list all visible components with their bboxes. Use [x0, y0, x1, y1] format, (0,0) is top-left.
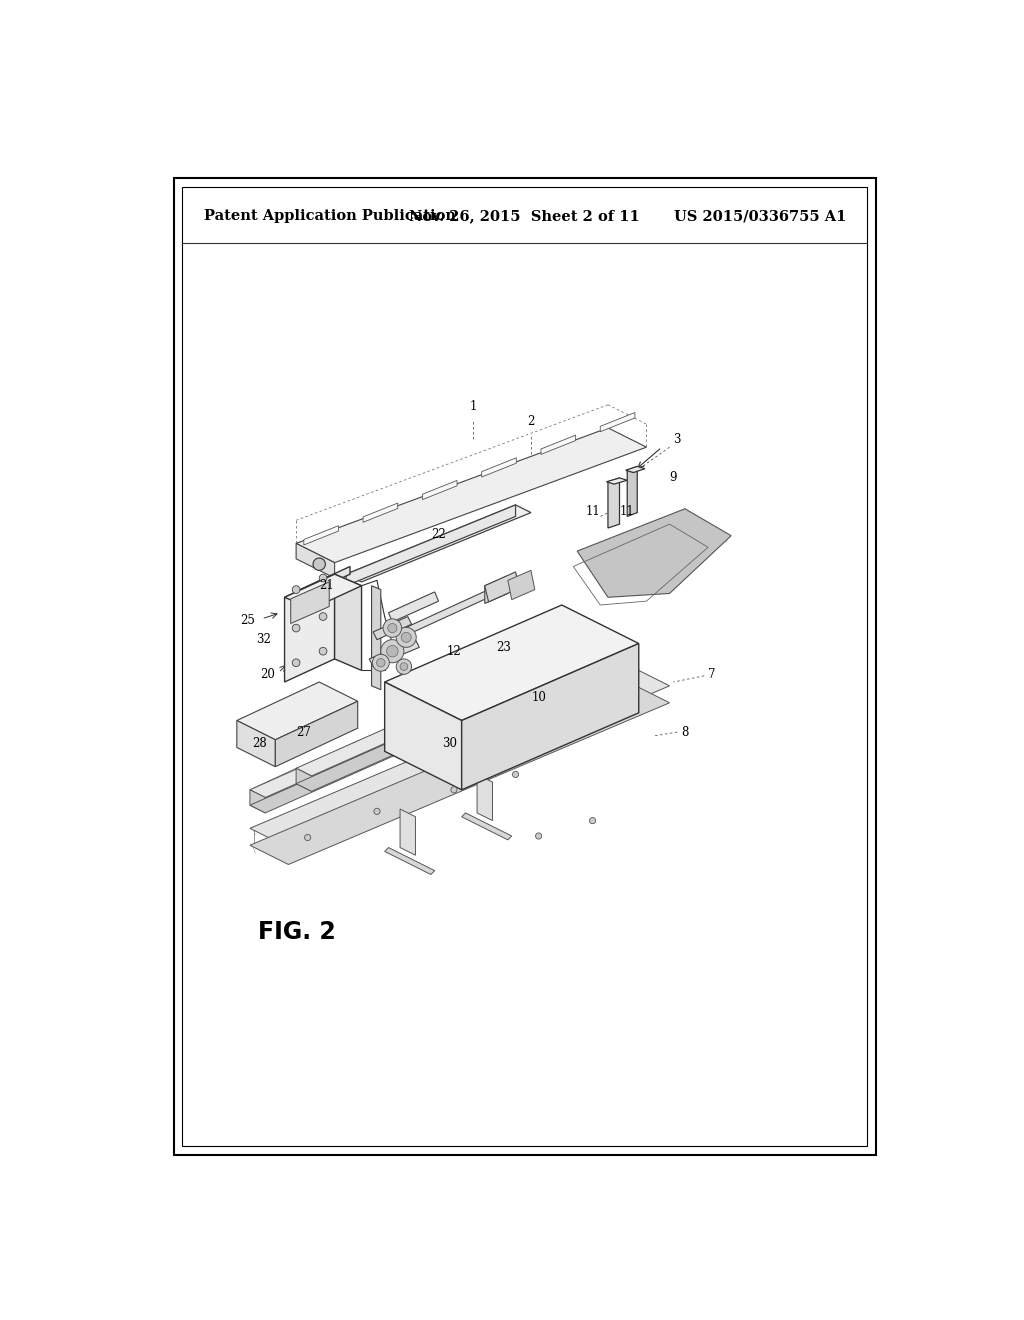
Circle shape: [381, 640, 403, 663]
Polygon shape: [608, 478, 620, 528]
Text: 8: 8: [681, 726, 689, 739]
Polygon shape: [285, 574, 361, 609]
Text: 30: 30: [442, 737, 458, 750]
Circle shape: [292, 659, 300, 667]
Circle shape: [512, 771, 518, 777]
Circle shape: [292, 586, 300, 594]
Circle shape: [388, 623, 397, 632]
Text: 21: 21: [319, 579, 334, 593]
Polygon shape: [541, 436, 575, 454]
Polygon shape: [370, 640, 419, 667]
Text: 3: 3: [674, 433, 681, 446]
Polygon shape: [250, 789, 265, 813]
Circle shape: [313, 558, 326, 570]
Polygon shape: [481, 458, 516, 477]
Polygon shape: [606, 478, 628, 484]
Polygon shape: [462, 813, 512, 840]
Polygon shape: [462, 644, 639, 789]
Polygon shape: [346, 506, 515, 586]
Polygon shape: [422, 480, 457, 500]
Polygon shape: [373, 616, 412, 640]
Polygon shape: [484, 576, 508, 603]
Polygon shape: [600, 412, 635, 432]
Text: FIG. 2: FIG. 2: [258, 920, 336, 944]
Text: 2: 2: [527, 414, 535, 428]
Circle shape: [374, 808, 380, 814]
Text: 27: 27: [296, 726, 311, 739]
Polygon shape: [346, 506, 531, 582]
Circle shape: [396, 627, 416, 647]
Polygon shape: [296, 630, 624, 776]
Circle shape: [451, 787, 457, 793]
Circle shape: [319, 647, 327, 655]
Circle shape: [319, 574, 327, 582]
Text: 22: 22: [431, 528, 445, 541]
Polygon shape: [372, 586, 381, 689]
Polygon shape: [396, 590, 493, 638]
Circle shape: [319, 612, 327, 620]
Polygon shape: [250, 667, 670, 847]
Polygon shape: [275, 701, 357, 767]
Circle shape: [383, 619, 401, 638]
Circle shape: [373, 655, 389, 671]
Polygon shape: [484, 572, 519, 602]
Text: 9: 9: [670, 471, 677, 484]
Polygon shape: [250, 667, 578, 813]
Text: 12: 12: [446, 644, 462, 657]
Circle shape: [377, 659, 385, 667]
Polygon shape: [335, 574, 361, 671]
Polygon shape: [296, 544, 335, 578]
Polygon shape: [296, 768, 311, 792]
Text: 32: 32: [256, 634, 271, 647]
Polygon shape: [296, 645, 624, 792]
Polygon shape: [385, 682, 462, 789]
Text: 11: 11: [585, 504, 600, 517]
Circle shape: [400, 663, 408, 671]
Polygon shape: [626, 466, 645, 473]
Polygon shape: [628, 466, 637, 516]
Polygon shape: [364, 503, 397, 523]
Polygon shape: [385, 847, 435, 874]
Circle shape: [401, 632, 412, 643]
Text: 28: 28: [253, 737, 267, 750]
Circle shape: [304, 834, 310, 841]
Polygon shape: [578, 508, 731, 597]
Polygon shape: [237, 721, 275, 767]
Text: Patent Application Publication: Patent Application Publication: [204, 209, 456, 223]
Polygon shape: [300, 566, 350, 597]
Text: 7: 7: [709, 668, 716, 681]
Text: 25: 25: [241, 614, 255, 627]
Polygon shape: [250, 684, 670, 865]
Polygon shape: [285, 574, 335, 682]
Polygon shape: [291, 582, 330, 623]
Polygon shape: [385, 605, 639, 721]
Bar: [174, 178, 876, 1155]
Polygon shape: [237, 682, 357, 739]
Text: 11: 11: [620, 504, 634, 517]
Polygon shape: [508, 570, 535, 599]
Text: 20: 20: [260, 668, 275, 681]
Polygon shape: [388, 591, 438, 622]
Text: 10: 10: [531, 690, 546, 704]
Polygon shape: [296, 428, 646, 562]
Text: 1: 1: [470, 400, 477, 412]
Circle shape: [396, 659, 412, 675]
Circle shape: [590, 817, 596, 824]
Polygon shape: [477, 775, 493, 821]
Circle shape: [387, 645, 398, 657]
Text: 23: 23: [497, 640, 511, 653]
Text: US 2015/0336755 A1: US 2015/0336755 A1: [674, 209, 847, 223]
Circle shape: [536, 833, 542, 840]
Polygon shape: [250, 651, 578, 797]
Circle shape: [292, 624, 300, 632]
Polygon shape: [400, 809, 416, 855]
Polygon shape: [304, 525, 339, 545]
Bar: [182, 187, 867, 1146]
Text: Nov. 26, 2015  Sheet 2 of 11: Nov. 26, 2015 Sheet 2 of 11: [410, 209, 640, 223]
